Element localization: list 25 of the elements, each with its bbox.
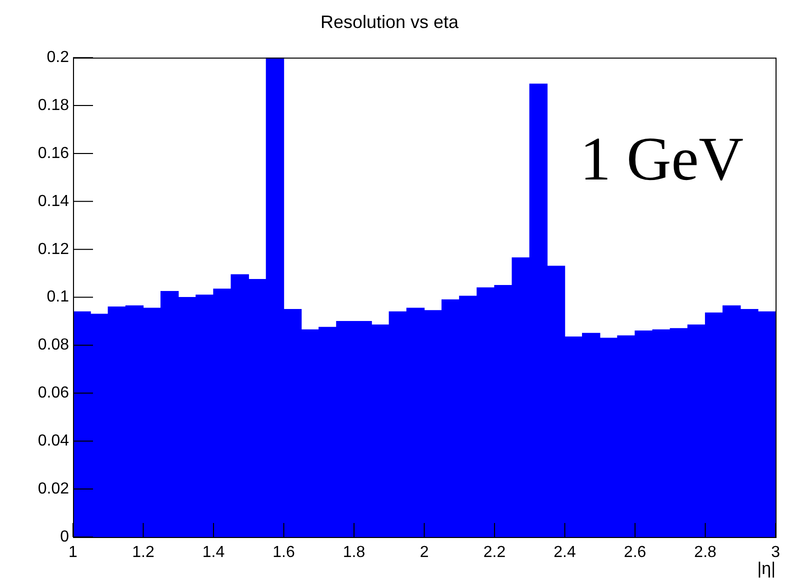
x-tick-label: 1 [68, 544, 78, 562]
y-tick-label: 0.06 [38, 384, 70, 402]
x-tick-label: 3 [771, 544, 780, 562]
x-tick-label: 2.8 [694, 544, 717, 562]
x-tick-label: 1.6 [272, 544, 295, 562]
y-tick-label: 0.16 [38, 144, 70, 162]
x-tick-label: 2.2 [483, 544, 506, 562]
x-tick-label: 1.2 [132, 544, 154, 562]
y-tick-label: 0.08 [38, 336, 70, 354]
y-tick-label: 0 [60, 528, 70, 546]
y-tick-label: 0.1 [46, 288, 70, 306]
y-tick-label: 0.18 [38, 96, 70, 114]
x-tick-label: 2.6 [624, 544, 646, 562]
x-tick-label: 1.4 [202, 544, 225, 562]
y-tick-label: 0.14 [38, 192, 70, 210]
chart-title: Resolution vs eta [320, 12, 460, 32]
y-tick-label: 0.04 [38, 432, 70, 450]
x-axis-title: |η| [757, 559, 776, 578]
x-tick-label: 2.4 [554, 544, 576, 562]
y-tick-label: 0.02 [38, 480, 70, 498]
y-tick-label: 0.12 [38, 240, 70, 258]
x-tick-label: 1.8 [342, 544, 366, 562]
annotation: 1 GeV [580, 126, 744, 194]
x-tick-label: 2 [420, 544, 429, 562]
y-tick-label: 0.2 [46, 49, 70, 66]
